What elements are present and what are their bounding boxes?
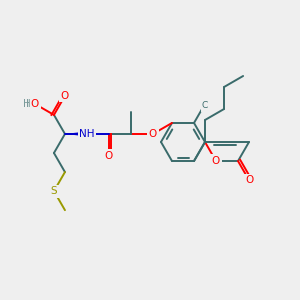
Text: O: O	[105, 151, 113, 161]
Text: O: O	[61, 91, 69, 101]
Text: O: O	[61, 91, 69, 101]
Text: O: O	[212, 156, 220, 166]
Text: H: H	[23, 99, 31, 109]
Text: O: O	[31, 99, 39, 109]
Text: NH: NH	[79, 129, 95, 139]
Text: H: H	[26, 99, 34, 109]
Text: O: O	[245, 175, 253, 185]
Text: O: O	[149, 129, 157, 139]
Text: O: O	[105, 151, 113, 161]
Text: S: S	[51, 186, 57, 196]
Text: O: O	[31, 99, 39, 109]
Text: NH: NH	[79, 129, 95, 139]
Text: S: S	[51, 186, 57, 196]
Text: O: O	[245, 175, 253, 185]
Polygon shape	[65, 131, 87, 136]
Text: C: C	[202, 101, 208, 110]
